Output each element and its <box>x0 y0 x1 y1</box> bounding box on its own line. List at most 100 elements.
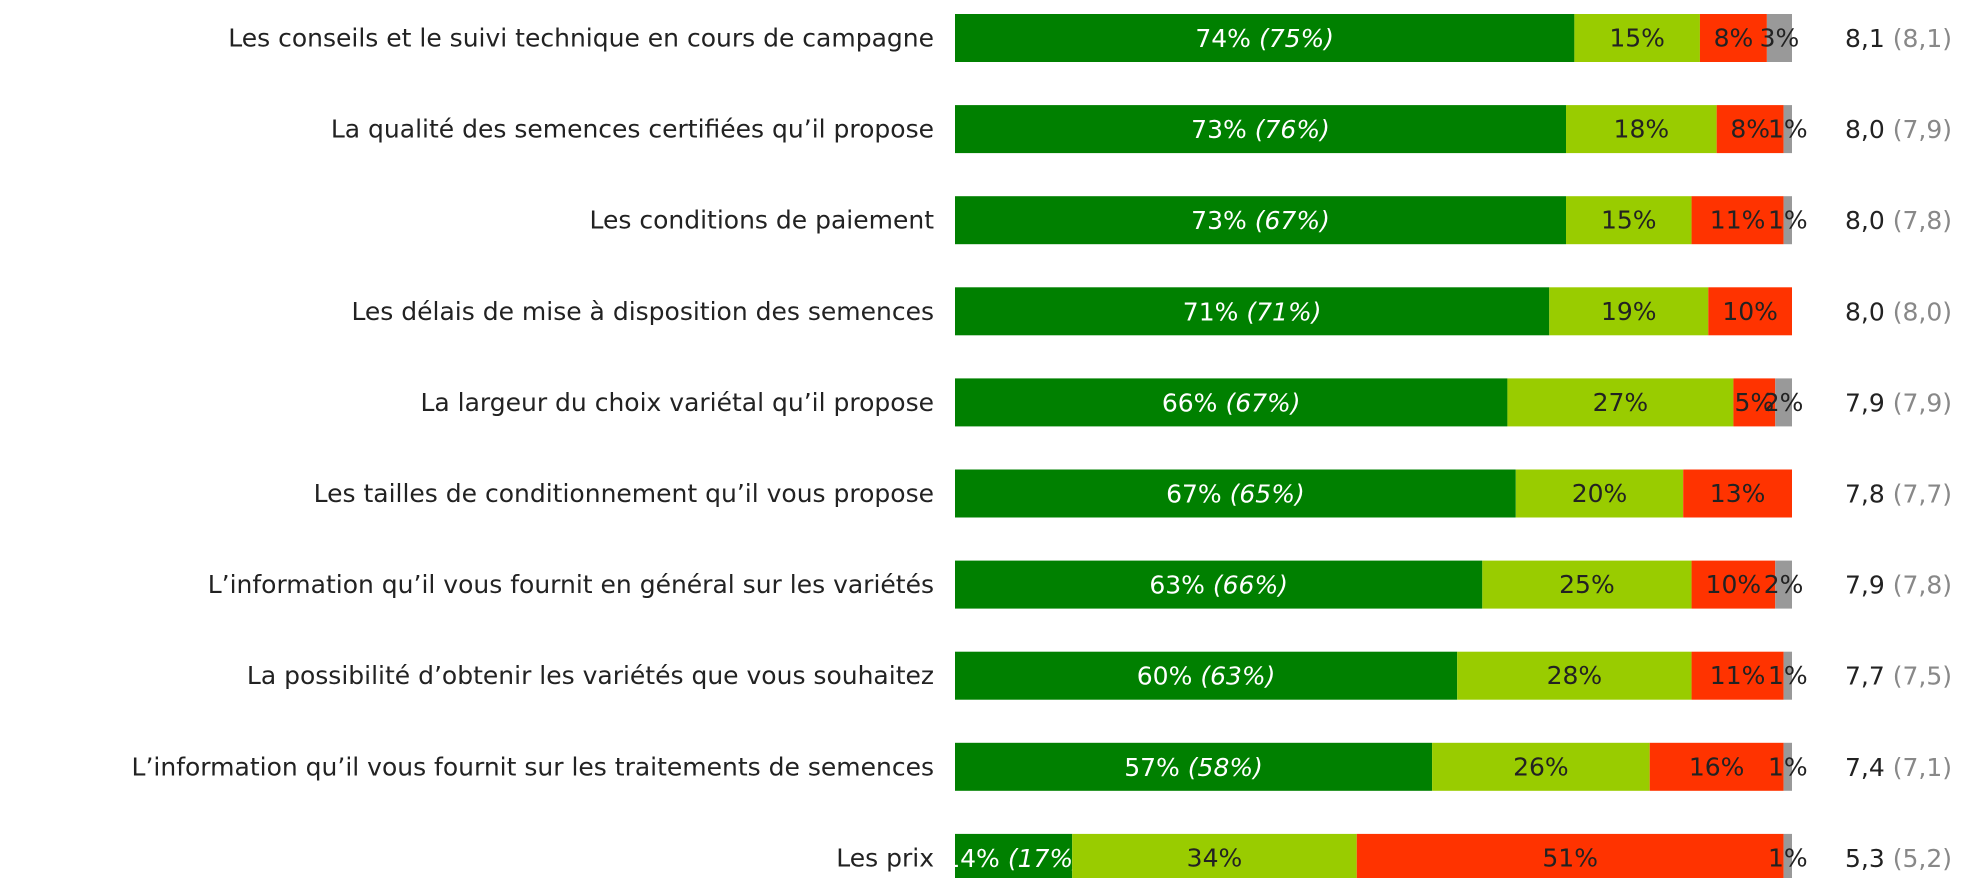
bar-segment <box>1683 469 1792 518</box>
bar-segment <box>1783 833 1792 878</box>
bar-segment <box>1783 742 1792 791</box>
bar-segment <box>1566 105 1717 154</box>
bar-segment <box>1515 469 1684 518</box>
category-label: Les tailles de conditionnement qu’il vou… <box>314 479 934 508</box>
value-label: 60% <box>1137 661 1193 690</box>
bar-segment <box>1783 196 1792 245</box>
score: 7,7 (7,5) <box>1845 661 1952 690</box>
value-label: 63% <box>1149 570 1205 599</box>
score-value: 7,4 <box>1845 752 1885 781</box>
bar-segment <box>1783 105 1792 154</box>
score: 7,8 (7,7) <box>1845 479 1952 508</box>
previous-label: (71%) <box>1246 297 1321 326</box>
value-label: 57% <box>1124 752 1180 781</box>
value-label: 73% (67%) <box>1191 206 1330 235</box>
value-label: 63% (66%) <box>1149 570 1288 599</box>
value-label: 11% <box>1710 661 1766 690</box>
value-label: 5% <box>1734 388 1774 417</box>
bar-segment <box>1549 287 1709 336</box>
previous-score: (7,8) <box>1893 570 1952 599</box>
previous-label: (58%) <box>1188 752 1263 781</box>
value-label: 20% <box>1572 479 1628 508</box>
bar-segment <box>955 105 1567 154</box>
value-label: 60% (63%) <box>1137 661 1276 690</box>
value-label: 15% <box>1601 206 1657 235</box>
value-label: 74% (75%) <box>1195 24 1334 53</box>
value-label: 19% <box>1601 297 1657 326</box>
value-label: 73% <box>1191 206 1247 235</box>
category-label: Les conditions de paiement <box>590 206 935 235</box>
bar-segment <box>1507 378 1734 427</box>
score: 8,1 (8,1) <box>1845 24 1952 53</box>
bar-segment <box>1775 378 1792 427</box>
bar-segment <box>1482 560 1692 609</box>
category-label: La qualité des semences certifiées qu’il… <box>331 115 934 144</box>
category-label: L’information qu’il vous fournit en géné… <box>208 570 934 599</box>
bar-segment <box>955 833 1073 878</box>
category-label: Les délais de mise à disposition des sem… <box>351 297 934 326</box>
score: 7,9 (7,9) <box>1845 388 1952 417</box>
bar-segment <box>1708 287 1792 336</box>
value-label: 66% (67%) <box>1162 388 1301 417</box>
value-label: 1% <box>1768 661 1808 690</box>
previous-score: (7,8) <box>1893 206 1952 235</box>
bar-segment <box>955 560 1483 609</box>
previous-score: (8,1) <box>1893 24 1952 53</box>
bar-segment <box>955 14 1575 62</box>
bar-segment <box>1691 196 1784 245</box>
value-label: 15% <box>1609 24 1665 53</box>
score-value: 7,9 <box>1845 570 1885 599</box>
value-label: 2% <box>1764 388 1804 417</box>
bar-segment <box>1733 378 1776 427</box>
value-label: 74% <box>1195 24 1251 53</box>
value-label: 1% <box>1768 843 1808 872</box>
category-label: Les conseils et le suivi technique en co… <box>228 24 934 53</box>
bar-segment <box>1072 833 1357 878</box>
bar-segment <box>1649 742 1784 791</box>
bar-segment <box>1574 14 1700 62</box>
previous-label: (75%) <box>1259 24 1334 53</box>
bar-segment <box>1699 14 1767 62</box>
bar-segment <box>1716 105 1784 154</box>
value-label: 2% <box>1764 570 1804 599</box>
value-label: 10% <box>1706 570 1762 599</box>
value-label: 67% <box>1166 479 1222 508</box>
previous-score: (7,9) <box>1893 388 1952 417</box>
category-label: Les prix <box>836 843 934 872</box>
score: 7,9 (7,8) <box>1845 570 1952 599</box>
score-value: 8,0 <box>1845 297 1885 326</box>
score: 8,0 (7,8) <box>1845 206 1952 235</box>
bar-segment <box>1775 560 1792 609</box>
bar-segment <box>955 469 1516 518</box>
previous-label: (65%) <box>1230 479 1305 508</box>
bar-segment <box>1766 14 1792 62</box>
category-label: La possibilité d’obtenir les variétés qu… <box>247 661 934 690</box>
value-label: 1% <box>1768 752 1808 781</box>
value-label: 71% (71%) <box>1183 297 1322 326</box>
previous-label: (76%) <box>1255 115 1330 144</box>
value-label: 14% (17%) <box>944 843 1083 872</box>
value-label: 67% (65%) <box>1166 479 1305 508</box>
previous-score: (7,1) <box>1893 752 1952 781</box>
previous-score: (7,9) <box>1893 115 1952 144</box>
previous-label: (67%) <box>1255 206 1330 235</box>
value-label: 1% <box>1768 115 1808 144</box>
category-label: La largeur du choix variétal qu’il propo… <box>420 388 934 417</box>
bar-segment <box>955 378 1508 427</box>
value-label: 14% <box>944 843 1000 872</box>
score-value: 8,0 <box>1845 115 1885 144</box>
bar-segment <box>1783 651 1792 700</box>
score-value: 8,1 <box>1845 24 1885 53</box>
bar-segment <box>1356 833 1784 878</box>
value-label: 18% <box>1614 115 1670 144</box>
previous-score: (7,5) <box>1893 661 1952 690</box>
score-value: 7,7 <box>1845 661 1885 690</box>
previous-score: (7,7) <box>1893 479 1952 508</box>
value-label: 3% <box>1760 24 1800 53</box>
value-label: 66% <box>1162 388 1218 417</box>
value-label: 16% <box>1689 752 1745 781</box>
value-label: 8% <box>1714 24 1754 53</box>
bar-segment <box>1691 560 1776 609</box>
value-label: 26% <box>1513 752 1569 781</box>
score: 7,4 (7,1) <box>1845 752 1952 781</box>
